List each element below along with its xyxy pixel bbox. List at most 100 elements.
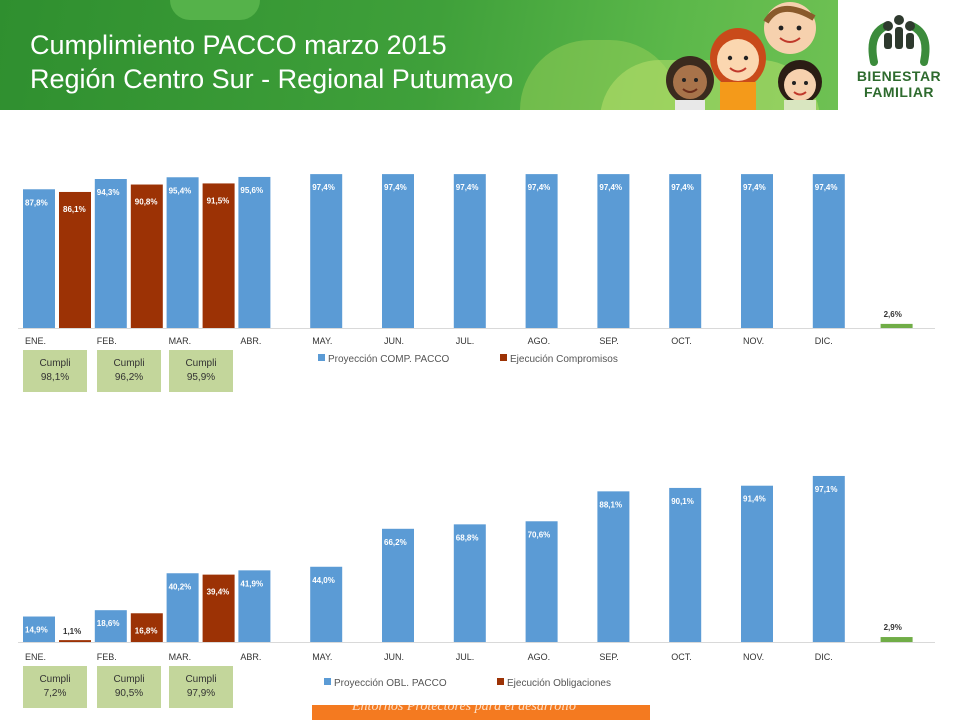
category-label: MAR. [169, 336, 192, 346]
category-label: ENE. [25, 336, 46, 346]
bar-execution-1 [59, 640, 91, 642]
category-label: ABR. [240, 652, 261, 662]
bar-projection-7 [453, 524, 486, 642]
data-label-projection: 88,1% [599, 500, 622, 509]
category-label: JUL. [456, 652, 475, 662]
cumpli-box-feb-obligaciones: Cumpli 90,5% [97, 666, 161, 708]
data-label-projection: 97,4% [384, 183, 407, 192]
bienestar-familiar-logo [868, 15, 930, 66]
cumpli-box-feb-compromisos: Cumpli 96,2% [97, 350, 161, 392]
data-label-extra: 2,6% [884, 310, 902, 319]
data-label-projection: 18,6% [97, 619, 120, 628]
cumpli-label: Cumpli [113, 358, 145, 369]
category-label: SEP. [599, 336, 618, 346]
legend-swatch-execution [497, 678, 504, 685]
cumpli-value: 90,5% [114, 688, 144, 699]
cumpli-label: Cumpli [185, 674, 217, 685]
bar-projection-10 [669, 174, 702, 328]
data-label-projection: 97,4% [815, 183, 838, 192]
legend-swatch-projection [318, 354, 325, 361]
slide-subtitle: Región Centro Sur - Regional Putumayo [30, 64, 514, 94]
data-label-projection: 40,2% [169, 582, 192, 591]
data-label-projection: 87,8% [25, 198, 48, 207]
cumpli-value: 95,9% [186, 372, 216, 383]
category-label: DIC. [815, 336, 833, 346]
bar-projection-4 [238, 570, 271, 642]
data-label-projection: 90,1% [671, 497, 694, 506]
bar-projection-11 [741, 174, 773, 328]
category-label: OCT. [671, 652, 692, 662]
legend-label-execution: Ejecución Obligaciones [507, 678, 611, 689]
bar-projection-1 [23, 616, 55, 642]
data-label-execution: 86,1% [63, 205, 86, 214]
category-label: NOV. [743, 336, 764, 346]
category-label: MAY. [312, 652, 332, 662]
category-label: FEB. [97, 652, 117, 662]
cumpli-box-mar-compromisos: Cumpli 95,9% [169, 350, 233, 392]
data-label-execution: 16,8% [135, 626, 158, 635]
bar-projection-3 [166, 177, 199, 328]
category-label: AGO. [528, 336, 551, 346]
cumpli-label: Cumpli [39, 358, 71, 369]
data-label-projection: 94,3% [97, 188, 120, 197]
bar-execution-1 [59, 191, 91, 328]
category-label: NOV. [743, 652, 764, 662]
data-label-projection: 41,9% [240, 579, 263, 588]
logo-panel: BIENESTAR FAMILIAR [838, 0, 960, 110]
bar-execution-3 [202, 574, 235, 642]
category-label: FEB. [97, 336, 117, 346]
data-label-projection: 97,1% [815, 485, 838, 494]
bar-projection-9 [597, 491, 630, 642]
bar-projection-7 [453, 174, 486, 328]
bar-execution-2 [130, 613, 163, 642]
cumpli-value: 98,1% [40, 372, 70, 383]
data-label-projection: 14,9% [25, 626, 48, 635]
data-label-execution: 39,4% [207, 588, 230, 597]
bar-projection-3 [166, 573, 199, 642]
bar-projection-4 [238, 176, 271, 328]
data-label-execution: 1,1% [63, 627, 81, 636]
bar-extra-total [880, 323, 913, 328]
data-label-projection: 97,4% [599, 183, 622, 192]
bar-projection-12 [812, 475, 845, 642]
data-label-projection: 97,4% [456, 183, 479, 192]
category-label: JUN. [384, 652, 404, 662]
bar-projection-1 [23, 189, 55, 328]
cumpli-box-ene-compromisos: Cumpli 98,1% [23, 350, 87, 392]
data-label-projection: 44,0% [312, 576, 335, 585]
category-label: ENE. [25, 652, 46, 662]
slide-header: Cumplimiento PACCO marzo 2015 Región Cen… [0, 0, 960, 110]
bar-extra-total [880, 637, 913, 642]
bar-projection-2 [94, 179, 127, 328]
chart-1-plot: 87,8% 86,1% ENE. 94,3% 90,8% FEB. 95,4% 91,5% MA… [18, 174, 935, 365]
category-label: AGO. [528, 652, 551, 662]
data-label-projection: 70,6% [528, 530, 551, 539]
data-label-projection: 95,4% [169, 186, 192, 195]
bar-projection-2 [94, 610, 127, 642]
bar-projection-9 [597, 174, 630, 328]
legend-label-projection: Proyección COMP. PACCO [328, 354, 450, 365]
cumpli-label: Cumpli [113, 674, 145, 685]
bar-projection-11 [741, 485, 773, 642]
data-label-projection: 68,8% [456, 533, 479, 542]
logo-text-bienestar: BIENESTAR [856, 68, 942, 84]
category-label: JUN. [384, 336, 404, 346]
data-label-projection: 66,2% [384, 538, 407, 547]
cumpli-value: 96,2% [114, 372, 144, 383]
data-label-projection: 97,4% [743, 183, 766, 192]
bar-projection-8 [525, 174, 558, 328]
cumpli-box-mar-obligaciones: Cumpli 97,9% [169, 666, 233, 708]
bar-execution-3 [202, 183, 235, 328]
category-label: MAR. [169, 652, 192, 662]
bar-projection-6 [382, 528, 414, 642]
children-illustration [666, 2, 822, 110]
legend-label-execution: Ejecución Compromisos [510, 354, 618, 365]
cumpli-box-ene-obligaciones: Cumpli 7,2% [23, 666, 87, 708]
bar-execution-2 [130, 184, 163, 328]
data-label-projection: 91,4% [743, 495, 766, 504]
footer-banner: Entornos Protectores para el desarrollo [312, 705, 650, 720]
cumpli-label: Cumpli [185, 358, 217, 369]
category-label: MAY. [312, 336, 332, 346]
category-label: OCT. [671, 336, 692, 346]
data-label-projection: 97,4% [528, 183, 551, 192]
